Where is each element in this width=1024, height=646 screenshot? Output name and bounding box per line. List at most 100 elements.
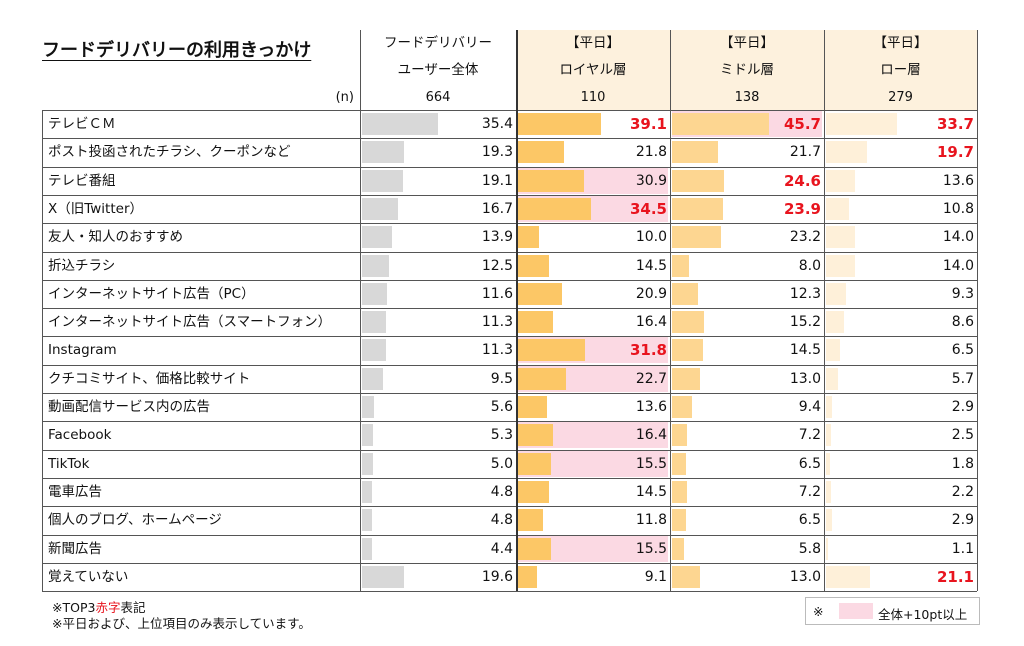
bar	[672, 226, 722, 249]
data-cell: 23.2	[670, 223, 824, 251]
footnote-top3: ※TOP3赤字表記	[52, 600, 146, 615]
bar	[826, 452, 830, 475]
bar-value-label: 5.0	[490, 455, 513, 472]
bar	[518, 226, 540, 249]
row-divider	[42, 449, 977, 451]
data-cell: 5.6	[360, 393, 516, 421]
row-divider	[42, 279, 977, 281]
data-cell: 5.7	[824, 365, 977, 393]
column-header-line2: ロー層	[880, 62, 921, 78]
bar	[362, 396, 375, 418]
bar	[672, 509, 686, 532]
data-cell: 16.4	[516, 308, 670, 336]
bar-value-label: 15.2	[789, 314, 821, 331]
bar	[362, 565, 405, 588]
row-divider	[42, 421, 977, 423]
bar-value-label: 1.1	[951, 540, 974, 557]
row-label: インターネットサイト広告（スマートフォン）	[48, 314, 332, 331]
bar-value-label: 20.9	[635, 285, 667, 302]
row-divider	[42, 534, 977, 536]
bar	[826, 396, 833, 418]
bar-value-label: 2.9	[951, 399, 974, 415]
bar-value-label: 14.0	[942, 229, 974, 246]
data-cell: 16.7	[360, 195, 516, 223]
data-cell: 2.9	[824, 506, 977, 534]
bar-value-label: 11.3	[481, 342, 513, 359]
row-label: ポスト投函されたチラシ、クーポンなど	[48, 144, 291, 161]
data-cell: 14.0	[824, 252, 977, 280]
bar-value-label: 9.4	[798, 399, 821, 415]
data-cell: 23.9	[670, 195, 824, 223]
data-cell: 6.5	[824, 336, 977, 364]
row-label: テレビ番組	[48, 172, 116, 189]
column-header-line2: ロイヤル層	[559, 62, 627, 78]
column-divider	[977, 30, 978, 592]
bar	[362, 169, 404, 192]
bar	[362, 113, 439, 135]
bar	[362, 141, 404, 164]
bar	[518, 509, 544, 532]
data-cell: 4.8	[360, 506, 516, 534]
bar	[362, 197, 399, 220]
bar-value-label: 5.3	[490, 427, 513, 444]
data-cell: 10.8	[824, 195, 977, 223]
column-header-line1: 【平日】	[566, 35, 620, 51]
bar	[518, 254, 549, 277]
row-label: Instagram	[48, 342, 117, 359]
data-cell: 13.6	[824, 167, 977, 195]
data-cell: 9.3	[824, 280, 977, 308]
column-header: 【平日】 ロイヤル層	[516, 30, 670, 86]
data-cell: 13.0	[670, 365, 824, 393]
bar	[672, 452, 686, 475]
bar-value-label: 24.6	[783, 171, 821, 190]
bar-value-label: 21.1	[936, 567, 974, 586]
bar	[672, 339, 703, 362]
bar	[826, 367, 838, 390]
row-divider	[42, 591, 977, 593]
bar-value-label: 39.1	[629, 115, 667, 133]
bar-value-label: 12.3	[789, 285, 821, 302]
footnote-scope: ※平日および、上位項目のみ表示しています。	[52, 616, 311, 631]
data-cell: 14.0	[824, 223, 977, 251]
legend-text: 全体+10pt以上	[878, 607, 968, 622]
bar-value-label: 8.6	[951, 314, 974, 331]
data-cell: 2.5	[824, 421, 977, 449]
legend-mark: ※	[813, 604, 824, 619]
column-header-line1: 【平日】	[873, 35, 928, 51]
column-header: フードデリバリー ユーザー全体	[360, 30, 516, 86]
data-cell: 13.9	[360, 223, 516, 251]
legend: ※ 全体+10pt以上	[805, 597, 980, 625]
bar	[672, 367, 700, 390]
bar	[672, 254, 689, 277]
bar	[826, 537, 829, 560]
row-divider	[42, 110, 977, 111]
data-cell: 19.3	[360, 138, 516, 166]
data-cell: 11.3	[360, 336, 516, 364]
data-cell: 8.6	[824, 308, 977, 336]
bar-value-label: 2.9	[951, 512, 974, 529]
row-divider	[42, 194, 977, 196]
bar	[672, 480, 688, 503]
data-cell: 5.3	[360, 421, 516, 449]
data-cell: 12.3	[670, 280, 824, 308]
data-cell: 7.2	[670, 421, 824, 449]
data-cell: 2.9	[824, 393, 977, 421]
bar	[362, 509, 373, 532]
data-cell: 34.5	[516, 195, 670, 223]
n-label: (n)	[335, 90, 354, 105]
column-n: 110	[516, 86, 670, 110]
bar	[826, 254, 856, 277]
data-cell: 21.8	[516, 138, 670, 166]
column-header-line2: ミドル層	[720, 62, 774, 78]
data-cell: 13.0	[670, 563, 824, 591]
bar-value-label: 15.5	[635, 540, 667, 557]
bar	[518, 282, 563, 305]
bar-value-label: 2.5	[951, 427, 974, 444]
data-cell: 12.5	[360, 252, 516, 280]
row-label: 動画配信サービス内の広告	[48, 399, 210, 415]
bar-value-label: 9.1	[644, 568, 667, 585]
bar-value-label: 5.6	[490, 399, 513, 415]
bar-value-label: 14.5	[789, 342, 821, 359]
column-header-line2: ユーザー全体	[397, 62, 479, 78]
bar	[362, 282, 388, 305]
